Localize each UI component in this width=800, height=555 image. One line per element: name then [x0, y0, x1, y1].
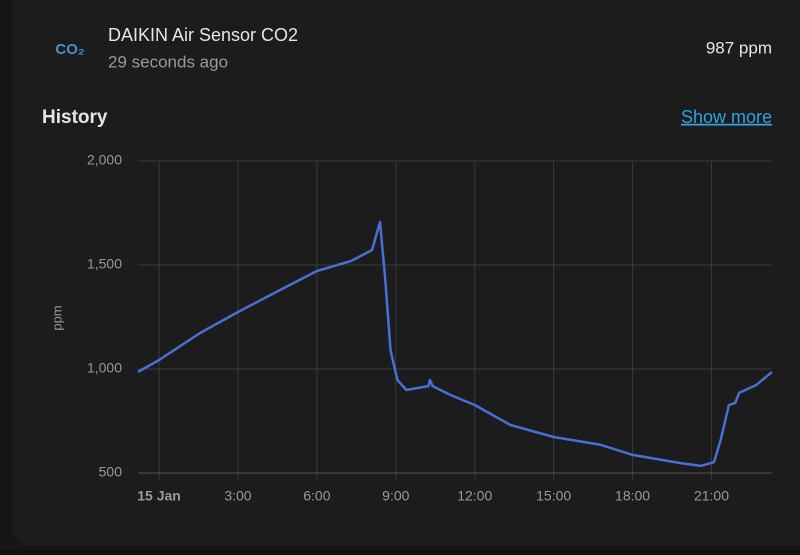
entity-title: DAIKIN Air Sensor CO2 [108, 25, 298, 45]
card [12, 0, 800, 546]
sensor-icon: CO₂ [55, 41, 84, 58]
x-tick-label: 6:00 [303, 488, 330, 504]
show-more-link[interactable]: Show more [681, 107, 772, 127]
x-tick-label: 15:00 [536, 488, 571, 504]
last-changed: 29 seconds ago [108, 52, 228, 71]
y-tick-label: 1,500 [87, 256, 122, 272]
x-tick-label: 21:00 [694, 488, 729, 504]
y-axis-label: ppm [49, 305, 64, 330]
y-tick-label: 1,000 [87, 360, 122, 376]
y-tick-label: 500 [99, 464, 123, 480]
x-tick-label: 12:00 [457, 488, 492, 504]
x-tick-label: 9:00 [382, 488, 409, 504]
history-title: History [42, 107, 108, 128]
x-tick-label: 18:00 [615, 488, 650, 504]
x-tick-label: 3:00 [224, 488, 251, 504]
x-tick-label: 15 Jan [137, 488, 181, 504]
entity-state: 987 ppm [706, 38, 772, 57]
y-tick-label: 2,000 [87, 152, 122, 168]
data-line [137, 220, 773, 468]
